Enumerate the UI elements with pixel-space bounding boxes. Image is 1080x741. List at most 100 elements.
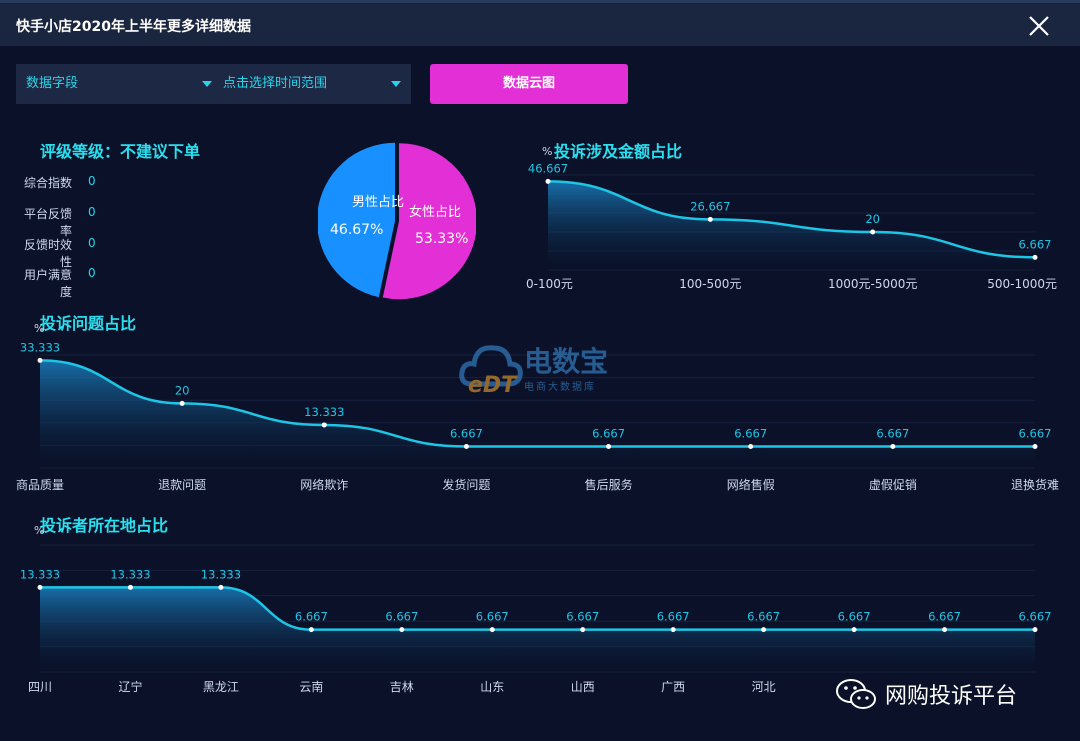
data-label: 20 bbox=[175, 383, 190, 397]
category-label: 云南 bbox=[299, 679, 323, 694]
rating-value: 0 bbox=[88, 205, 96, 219]
data-label: 6.667 bbox=[657, 610, 690, 624]
cloud-logo-icon: eDT bbox=[459, 345, 523, 398]
rating-label: 用户满意度 bbox=[23, 268, 72, 299]
data-label: 13.333 bbox=[110, 567, 150, 581]
data-label: 6.667 bbox=[838, 610, 871, 624]
data-point[interactable] bbox=[1032, 254, 1038, 260]
data-point[interactable] bbox=[218, 584, 224, 590]
data-point[interactable] bbox=[851, 627, 857, 633]
category-label: 售后服务 bbox=[585, 477, 633, 492]
time-range-label: 点击选择时间范围 bbox=[223, 76, 328, 91]
category-label: 四川 bbox=[28, 680, 52, 694]
data-cloud-button[interactable]: 数据云图 bbox=[430, 64, 628, 104]
category-label: 河北 bbox=[752, 680, 776, 694]
data-label: 6.667 bbox=[747, 610, 780, 624]
data-label: 6.667 bbox=[385, 610, 418, 624]
data-label: 46.667 bbox=[528, 161, 568, 175]
data-point[interactable] bbox=[707, 216, 713, 222]
rating-label: 反馈时效性 bbox=[23, 238, 72, 269]
chevron-down-icon bbox=[391, 81, 401, 87]
pie-slice-male[interactable] bbox=[318, 142, 396, 298]
data-point[interactable] bbox=[606, 443, 612, 449]
category-label: 500-1000元 bbox=[987, 277, 1057, 291]
category-label: 虚假促销 bbox=[869, 478, 917, 492]
data-label: 6.667 bbox=[592, 426, 625, 440]
gender-pie-chart: 男性占比 46.67% 女性占比 53.33% bbox=[318, 142, 476, 300]
male-value: 46.67% bbox=[330, 222, 383, 238]
data-label: 6.667 bbox=[476, 610, 509, 624]
rating-title: 评级等级：不建议下单 bbox=[40, 142, 201, 161]
data-point[interactable] bbox=[37, 584, 43, 590]
category-label: 退款问题 bbox=[158, 478, 206, 492]
close-icon bbox=[1029, 16, 1049, 36]
data-point[interactable] bbox=[545, 178, 551, 184]
data-point[interactable] bbox=[1032, 627, 1038, 633]
unit-label: % bbox=[34, 322, 44, 335]
title-bar: 快手小店2020年上半年更多详细数据 bbox=[0, 0, 1080, 46]
category-label: 广西 bbox=[661, 680, 685, 694]
data-point[interactable] bbox=[463, 443, 469, 449]
data-point[interactable] bbox=[489, 627, 495, 633]
data-label: 6.667 bbox=[928, 610, 961, 624]
data-point[interactable] bbox=[580, 627, 586, 633]
data-point[interactable] bbox=[179, 400, 185, 406]
rating-item: 用户满意度 0 bbox=[16, 266, 96, 300]
wechat-account-name: 网购投诉平台 bbox=[885, 684, 1018, 709]
category-label: 1000元-5000元 bbox=[828, 277, 917, 291]
series-line bbox=[547, 180, 1036, 259]
pie-slice-female[interactable] bbox=[382, 143, 476, 300]
wechat-source: 网购投诉平台 bbox=[835, 675, 1017, 713]
field-select[interactable]: 数据字段 bbox=[26, 64, 214, 104]
category-label: 网络欺诈 bbox=[300, 477, 348, 492]
close-button[interactable] bbox=[1022, 11, 1056, 41]
data-point[interactable] bbox=[748, 443, 754, 449]
category-label: 网络售假 bbox=[727, 477, 775, 492]
unit-label: % bbox=[34, 524, 44, 537]
series-line bbox=[40, 586, 1035, 631]
data-label: 13.333 bbox=[20, 567, 60, 581]
logo-text: 电数宝 bbox=[524, 345, 609, 378]
issue-area-chart: % 33.333 商品质量 20 退款问题 13.333 网络欺诈 6.667 发货问题 6.66… bbox=[16, 322, 1059, 492]
chevron-down-icon bbox=[202, 81, 212, 87]
category-label: 山东 bbox=[480, 680, 504, 694]
data-point[interactable] bbox=[308, 627, 314, 633]
data-label: 6.667 bbox=[566, 610, 599, 624]
data-point[interactable] bbox=[761, 627, 767, 633]
location-area-chart: % 13.333 四川 13.333 辽宁 13.333 黑龙江 6.667 云南 6.667 吉林… bbox=[20, 524, 1052, 694]
rating-item: 反馈时效性 0 bbox=[16, 236, 96, 270]
female-value: 53.33% bbox=[415, 231, 468, 247]
wechat-icon bbox=[836, 679, 876, 709]
data-label: 20 bbox=[865, 212, 880, 226]
rating-label: 综合指数 bbox=[23, 176, 72, 190]
location-chart-title: 投诉者所在地占比 bbox=[40, 516, 169, 535]
data-point[interactable] bbox=[321, 422, 327, 428]
time-range-select[interactable]: 点击选择时间范围 bbox=[223, 64, 405, 104]
filter-bar: 数据字段 点击选择时间范围 bbox=[16, 64, 411, 104]
category-label: 发货问题 bbox=[442, 477, 490, 492]
data-point[interactable] bbox=[870, 229, 876, 235]
data-point[interactable] bbox=[399, 627, 405, 633]
logo-mark: eDT bbox=[468, 373, 518, 398]
unit-label: % bbox=[542, 145, 552, 158]
data-label: 6.667 bbox=[734, 426, 767, 440]
data-point[interactable] bbox=[942, 627, 948, 633]
rating-value: 0 bbox=[88, 266, 96, 280]
data-label: 13.333 bbox=[201, 567, 241, 581]
category-label: 0-100元 bbox=[526, 277, 573, 291]
amount-area-chart: % 46.667 0-100元 26.667 100-500元 20 1000元-5000元… bbox=[526, 145, 1057, 291]
data-point[interactable] bbox=[670, 627, 676, 633]
data-point[interactable] bbox=[890, 443, 896, 449]
data-label: 6.667 bbox=[876, 426, 909, 440]
data-label: 33.333 bbox=[20, 340, 60, 354]
male-label: 男性占比 bbox=[352, 195, 404, 210]
data-label: 13.333 bbox=[304, 405, 344, 419]
logo-subtext: 电商大数据库 bbox=[524, 382, 596, 393]
data-point[interactable] bbox=[127, 584, 133, 590]
data-point[interactable] bbox=[1032, 443, 1038, 449]
data-label: 6.667 bbox=[1019, 426, 1052, 440]
female-label: 女性占比 bbox=[409, 204, 461, 220]
category-label: 山西 bbox=[571, 680, 595, 694]
rating-item: 平台反馈率 0 bbox=[16, 205, 96, 239]
data-point[interactable] bbox=[37, 357, 43, 363]
